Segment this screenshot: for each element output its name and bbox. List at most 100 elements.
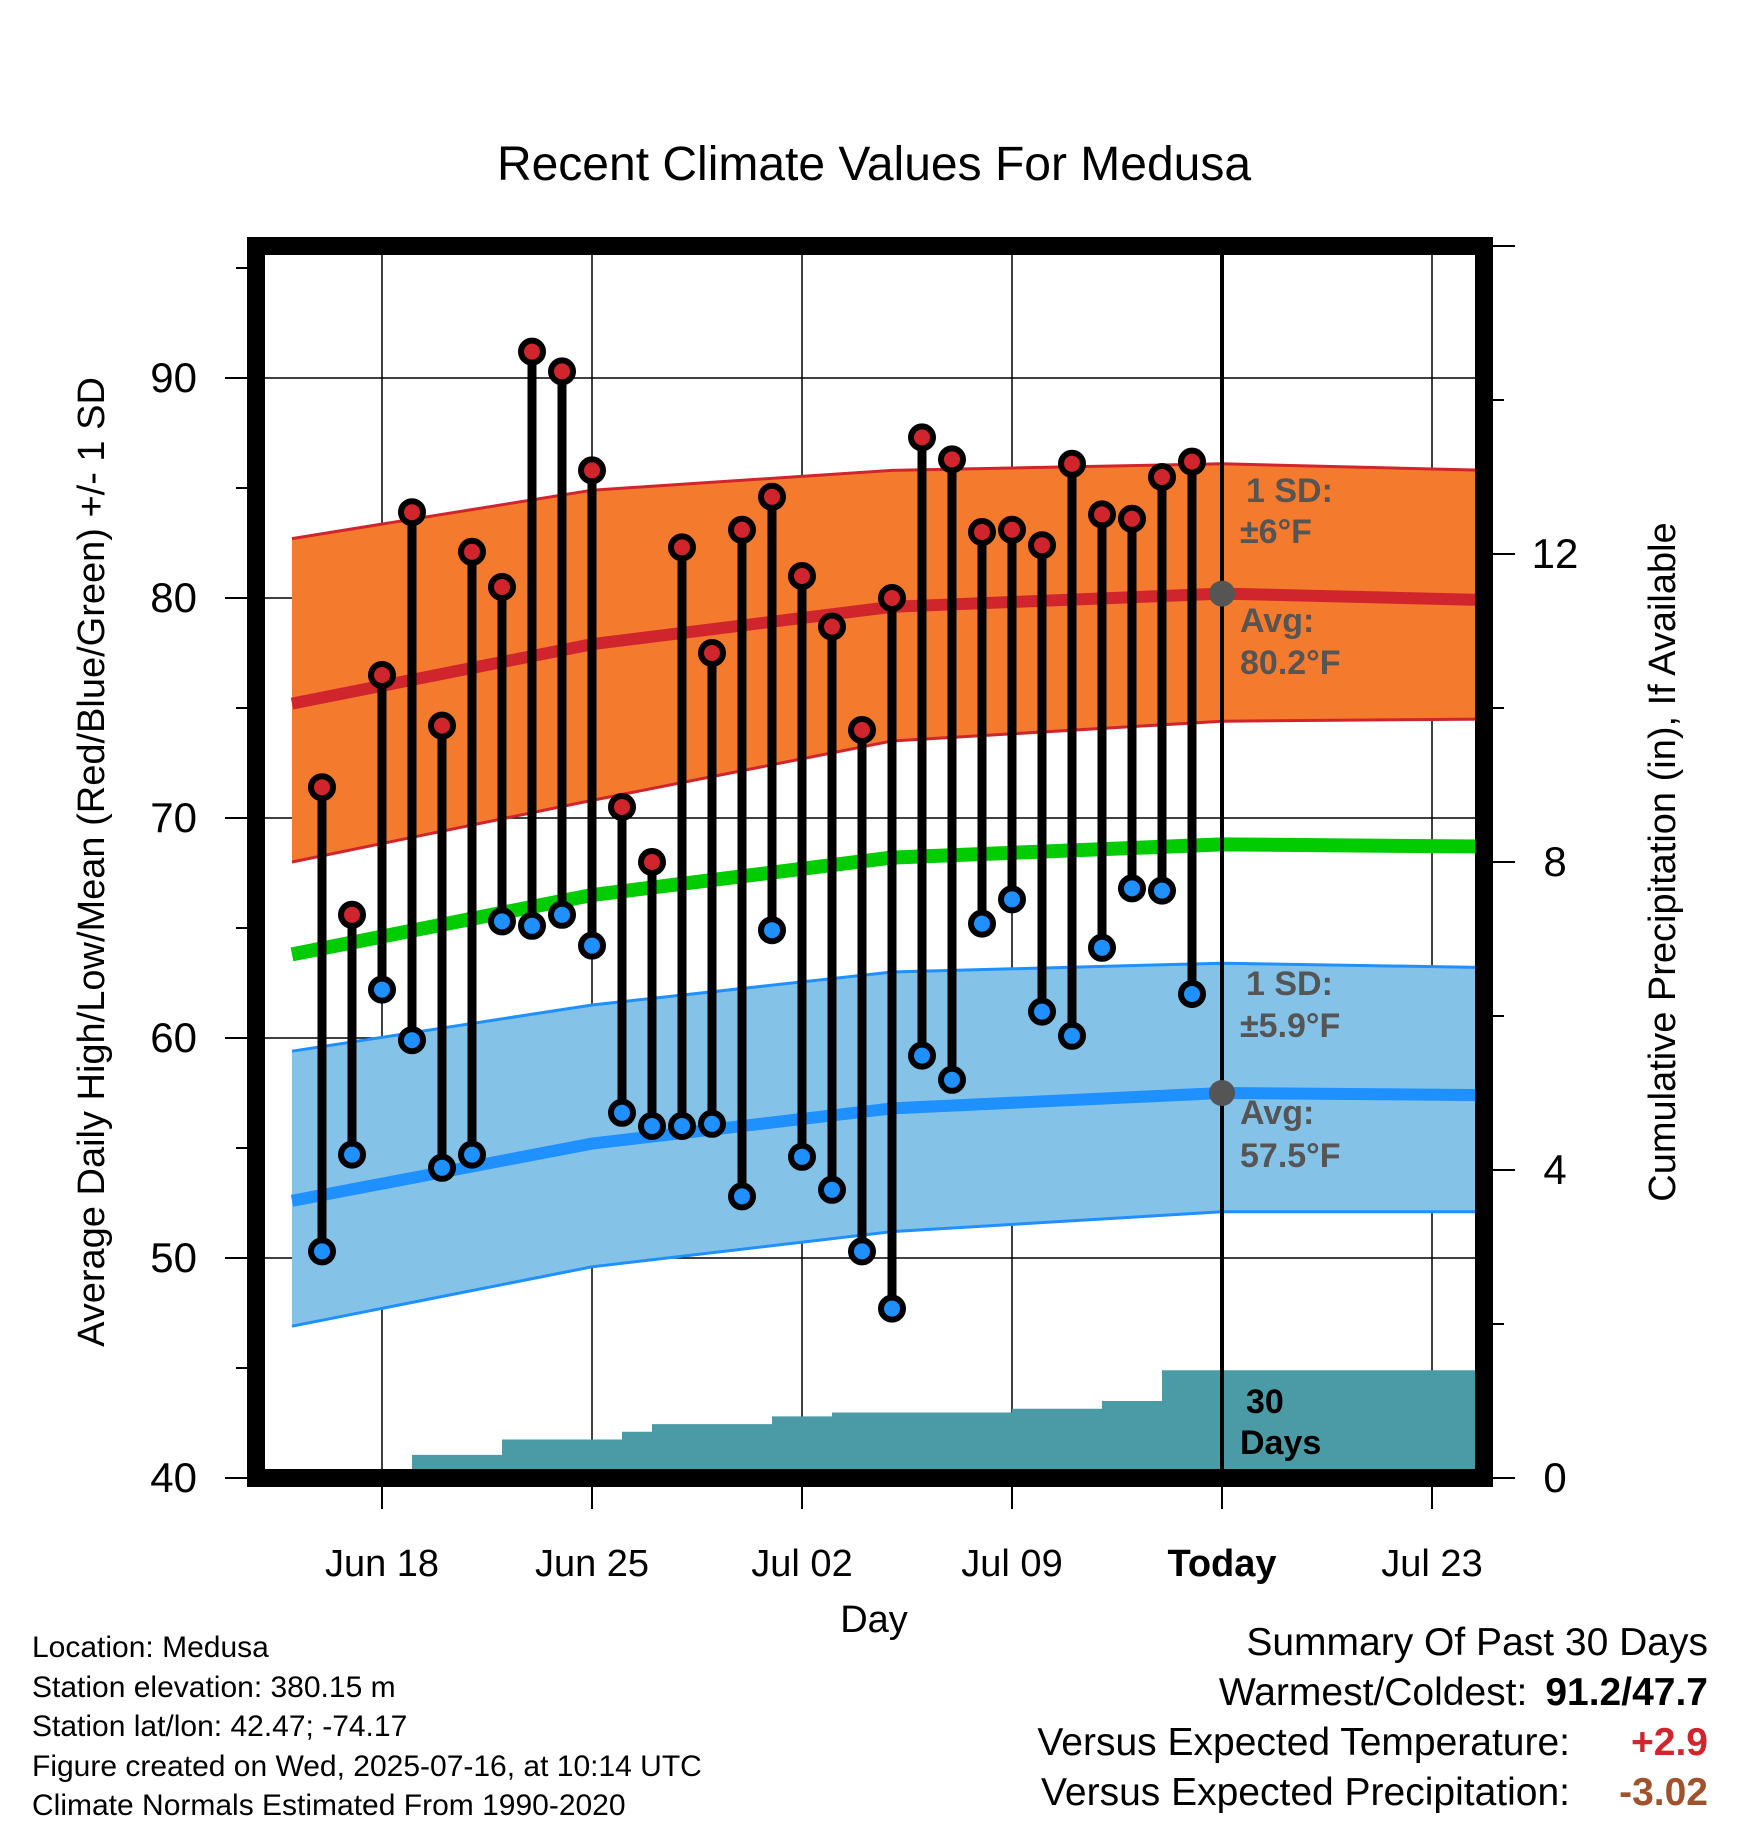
days-label: 30 [1246,1383,1284,1421]
y2-tick-label: 4 [1543,1146,1566,1193]
obs-low-point [1148,876,1176,905]
x-tick-label: Jun 18 [325,1543,439,1585]
high-avg-value: 80.2°F [1240,644,1341,682]
summary-precip-row: Versus Expected Precipitation: -3.02 [1037,1768,1708,1818]
low-sd-value: ±5.9°F [1240,1007,1340,1045]
obs-high-point [1118,504,1146,533]
x-tick-label: Today [1167,1543,1276,1585]
y-tick-label: 60 [150,1014,197,1061]
obs-low-point [308,1237,336,1266]
station-info: Location: Medusa Station elevation: 380.… [32,1628,702,1826]
temp-anomaly-value: +2.9 [1631,1721,1708,1764]
obs-low-point [848,1237,876,1266]
obs-high-point [308,773,336,802]
warm-cold-label: Warmest/Coldest: [1218,1671,1528,1714]
precip-anomaly-label: Versus Expected Precipitation: [1041,1771,1570,1814]
obs-low-point [578,931,606,960]
obs-high-point [1058,449,1086,478]
x-tick-label: Jul 09 [961,1543,1062,1585]
precip-anomaly-value: -3.02 [1619,1771,1708,1814]
low-avg-value: 57.5°F [1240,1137,1341,1175]
normal-high-upper-line [291,462,1484,541]
y2-axis-title: Cumulative Precipitation (in), If Availa… [1642,522,1684,1201]
x-tick-label: Jul 23 [1381,1543,1482,1585]
obs-low-point [878,1294,906,1323]
elevation-text: Station elevation: 380.15 m [32,1670,396,1704]
obs-low-point [428,1153,456,1182]
days-label-2: Days [1240,1424,1321,1462]
obs-low-point [1118,874,1146,903]
obs-low-point [938,1065,966,1094]
obs-low-point [608,1098,636,1127]
obs-high-point [968,518,996,546]
obs-high-point [638,848,666,876]
obs-low-point [458,1140,486,1169]
today-low-avg-marker [1209,1080,1235,1106]
obs-high-point [758,482,786,511]
y-tick-label: 50 [150,1234,197,1281]
y2-tick-label: 12 [1532,530,1579,577]
warm-cold-value: 91.2/47.7 [1545,1671,1708,1714]
obs-low-point [758,916,786,945]
obs-high-point [908,423,936,452]
location-text: Location: Medusa [32,1631,269,1664]
summary-title: Summary Of Past 30 Days [1246,1621,1708,1664]
obs-low-point [698,1109,726,1138]
obs-high-point [818,612,846,641]
y-tick-label: 80 [150,574,197,621]
summary-warm-cold-row: Warmest/Coldest: 91.2/47.7 [1037,1668,1708,1718]
low-sd-label: 1 SD: [1246,965,1333,1003]
obs-low-point [788,1142,816,1171]
obs-high-point [1148,463,1176,491]
normals-text: Climate Normals Estimated From 1990-2020 [32,1789,626,1822]
y2-tick-label: 0 [1543,1454,1566,1501]
today-high-avg-marker [1209,580,1235,607]
y-tick-label: 40 [150,1454,197,1501]
obs-low-point [518,911,546,940]
created-text: Figure created on Wed, 2025-07-16, at 10… [32,1749,702,1783]
x-tick-label: Jun 25 [535,1543,649,1585]
temp-anomaly-label: Versus Expected Temperature: [1037,1721,1570,1764]
obs-high-point [578,456,606,485]
obs-low-point [908,1041,936,1070]
obs-high-point [938,445,966,474]
obs-low-point [398,1026,426,1055]
obs-high-point [998,515,1026,544]
obs-low-point [338,1140,366,1169]
obs-low-point [1088,933,1116,962]
obs-high-point [608,793,636,821]
obs-high-point [428,711,456,740]
obs-low-point [968,909,996,938]
obs-high-point [488,573,516,601]
obs-high-point [878,584,906,612]
obs-low-point [548,900,576,929]
high-sd-label: 1 SD: [1246,472,1333,510]
obs-high-point [518,337,546,366]
obs-high-point [788,562,816,590]
precip-area [292,1370,1484,1478]
summary-temp-row: Versus Expected Temperature: +2.9 [1037,1718,1708,1768]
obs-low-point [1178,980,1206,1008]
obs-low-point [488,907,516,936]
obs-low-point [998,885,1026,914]
obs-low-point [818,1175,846,1204]
obs-low-point [638,1112,666,1140]
obs-high-point [1088,500,1116,529]
high-avg-label: Avg: [1240,602,1314,640]
obs-high-point [1028,531,1056,560]
y2-tick-label: 8 [1543,838,1566,885]
latlon-text: Station lat/lon: 42.47; -74.17 [32,1710,408,1743]
low-avg-label: Avg: [1240,1094,1314,1132]
obs-low-point [368,975,396,1004]
x-axis-title: Day [840,1599,908,1641]
obs-high-point [398,498,426,527]
y-tick-label: 90 [150,354,197,401]
plot-frame [247,237,1493,1487]
y-tick-label: 70 [150,794,197,841]
y-axis-title: Average Daily High/Low/Mean (Red/Blue/Gr… [71,377,113,1347]
obs-low-point [668,1112,696,1140]
obs-high-point [728,515,756,544]
obs-high-point [548,357,576,386]
obs-high-point [1178,447,1206,476]
